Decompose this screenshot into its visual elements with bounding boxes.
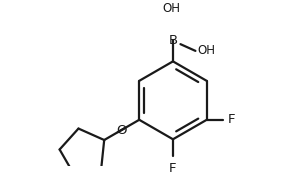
Text: F: F (169, 162, 177, 175)
Text: B: B (168, 34, 178, 47)
Text: OH: OH (162, 2, 180, 15)
Text: F: F (228, 113, 235, 126)
Text: O: O (116, 124, 126, 137)
Text: OH: OH (198, 44, 216, 57)
